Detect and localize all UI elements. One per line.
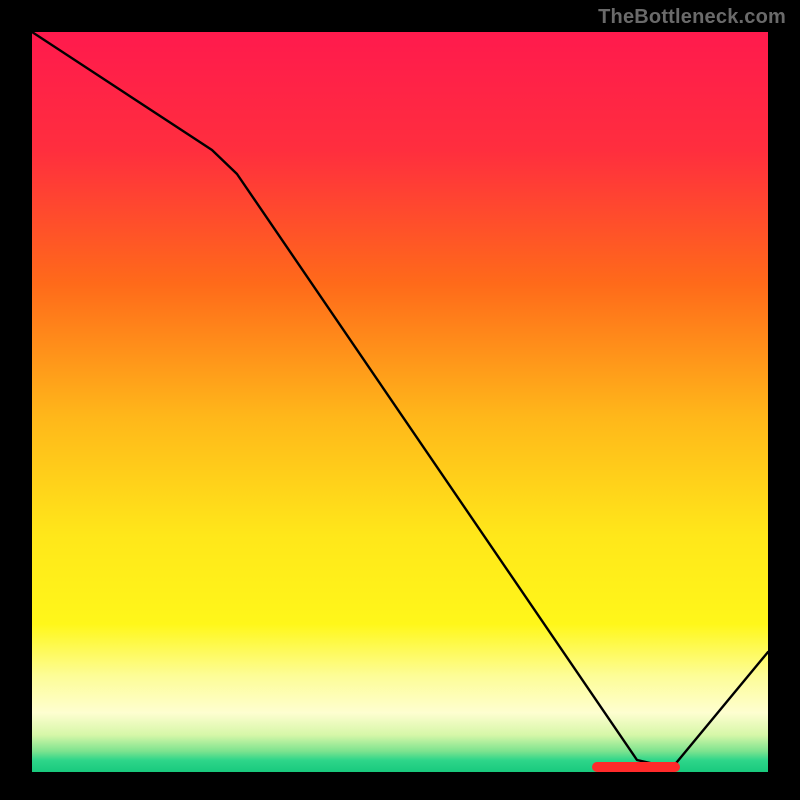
chart-container: TheBottleneck.com [0, 0, 800, 800]
plot-svg [32, 32, 768, 772]
watermark-text: TheBottleneck.com [598, 6, 786, 29]
gradient-background [32, 32, 768, 772]
marker-pill [592, 762, 680, 772]
plot-area [32, 32, 768, 772]
